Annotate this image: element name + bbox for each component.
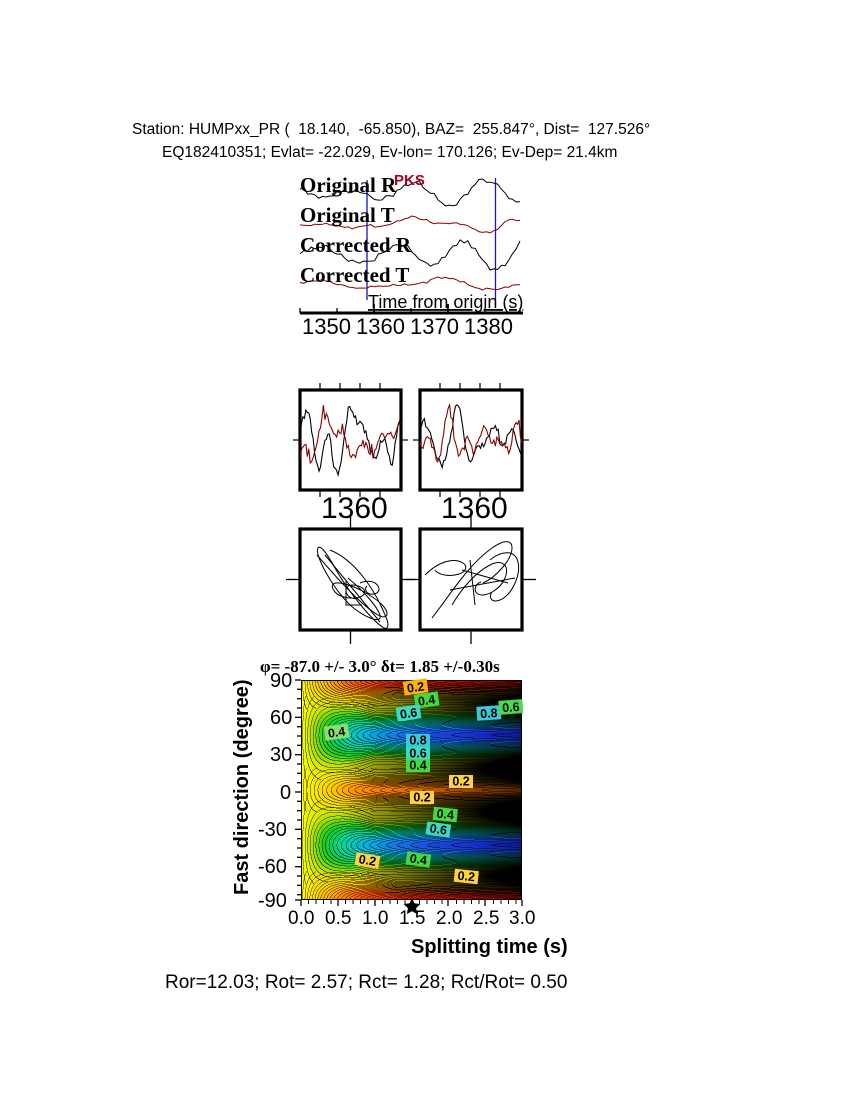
svg-text:0.6: 0.6 [429,821,448,837]
svg-text:0: 0 [280,782,291,804]
svg-text:0.2: 0.2 [452,775,469,789]
svg-text:2.0: 2.0 [436,908,462,929]
svg-text:90: 90 [270,670,292,692]
svg-text:0.2: 0.2 [358,852,378,869]
svg-text:0.2: 0.2 [413,791,430,805]
svg-text:0.8: 0.8 [409,734,426,748]
svg-text:0.5: 0.5 [325,908,351,929]
svg-text:0.0: 0.0 [288,908,314,929]
svg-text:0.4: 0.4 [409,759,426,773]
svg-text:Splitting time (s): Splitting time (s) [411,936,568,958]
svg-text:30: 30 [270,744,292,766]
svg-text:0.4: 0.4 [417,692,436,708]
svg-text:0.8: 0.8 [480,706,498,721]
svg-text:-60: -60 [258,856,287,878]
svg-text:1.0: 1.0 [362,908,388,929]
svg-text:Ror=12.03; Rot= 2.57; Rct= 1.2: Ror=12.03; Rot= 2.57; Rct= 1.28; Rct/Rot… [165,972,567,993]
svg-text:60: 60 [270,707,292,729]
svg-text:2.5: 2.5 [473,908,499,929]
svg-text:3.0: 3.0 [509,908,535,929]
svg-text:0.6: 0.6 [502,700,520,715]
svg-text:0.2: 0.2 [457,869,476,885]
svg-text:-30: -30 [258,819,287,841]
svg-text:0.4: 0.4 [436,807,455,823]
svg-text:0.6: 0.6 [399,705,418,721]
svg-text:0.4: 0.4 [327,724,346,740]
svg-text:0.4: 0.4 [409,851,428,867]
svg-text:-90: -90 [258,890,287,912]
svg-text:Fast direction (degree): Fast direction (degree) [231,679,253,895]
